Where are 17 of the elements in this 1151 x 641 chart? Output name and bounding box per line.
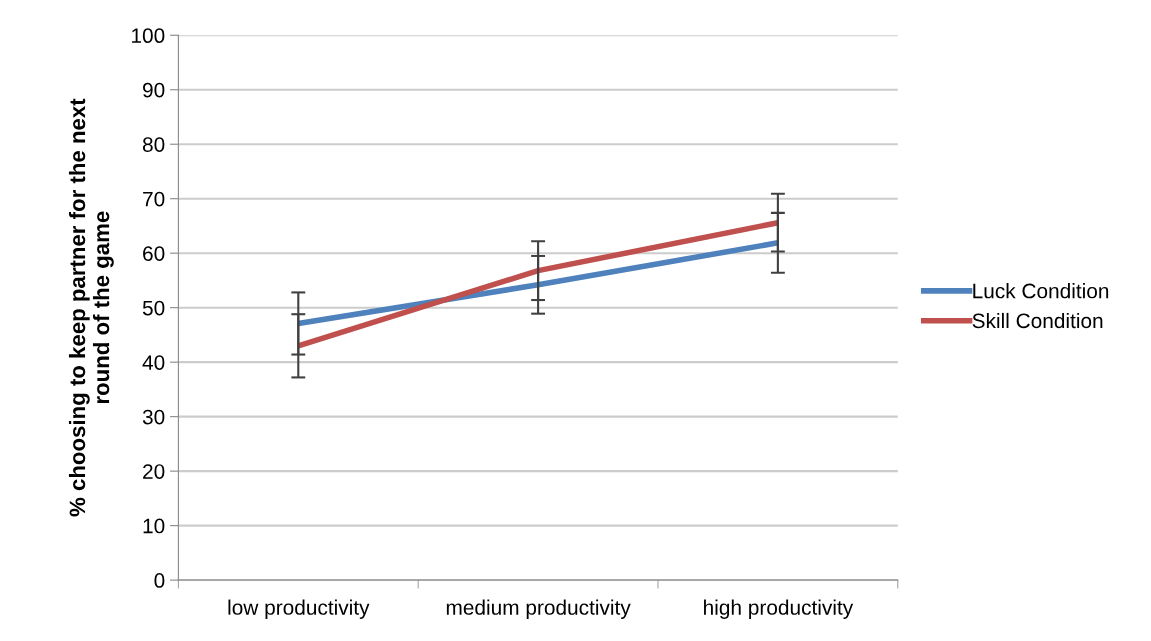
y-tick-label: 50 — [142, 300, 165, 316]
y-tick-label: 80 — [142, 137, 165, 152]
y-tick-label: 10 — [143, 518, 165, 534]
legend-label: Luck Condition — [973, 283, 1109, 299]
y-axis-title: % choosing to keep partner for the next round of the game — [68, 98, 114, 517]
y-tick-label: 20 — [143, 464, 165, 479]
y-tick-label: 70 — [143, 191, 165, 207]
legend-label: Skill Condition — [972, 312, 1103, 329]
y-tick-label: 40 — [142, 355, 165, 370]
x-tick-label: medium productivity — [446, 599, 631, 619]
y-tick-label: 60 — [143, 246, 165, 261]
y-tick-label: 0 — [154, 573, 165, 588]
y-tick-label: 30 — [142, 409, 165, 425]
y-tick-label: 100 — [132, 28, 165, 44]
x-tick-label: low productivity — [228, 599, 370, 619]
x-tick-label: high productivity — [704, 599, 854, 619]
y-tick-label: 90 — [143, 82, 165, 98]
